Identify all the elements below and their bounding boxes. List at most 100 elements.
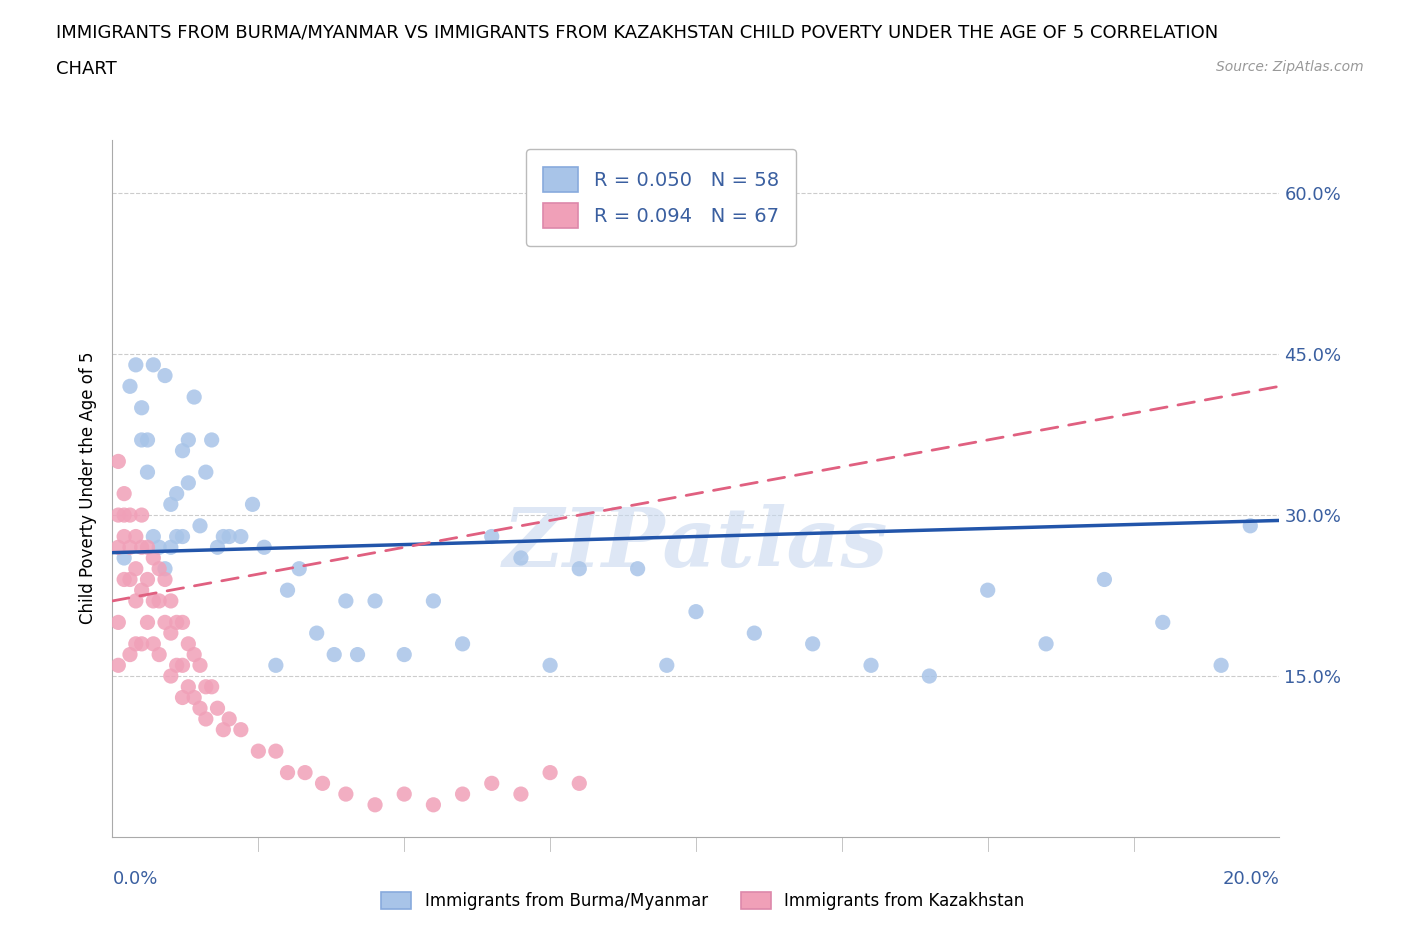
Point <box>118 379 141 393</box>
Point <box>148 647 170 662</box>
Point <box>148 562 170 577</box>
Point <box>172 615 194 630</box>
Point <box>153 615 176 630</box>
Point <box>201 679 224 694</box>
Point <box>364 797 387 812</box>
Point <box>311 776 333 790</box>
Point <box>207 539 229 554</box>
Point <box>166 658 188 672</box>
Point <box>160 626 183 641</box>
Point <box>148 539 170 554</box>
Point <box>422 593 444 608</box>
Point <box>655 658 678 672</box>
Point <box>177 432 200 447</box>
Point <box>136 432 159 447</box>
Point <box>392 647 416 662</box>
Point <box>142 529 165 544</box>
Point <box>131 636 153 651</box>
Point <box>131 583 153 598</box>
Point <box>253 539 276 554</box>
Point <box>335 593 357 608</box>
Point <box>509 787 531 802</box>
Point <box>1092 572 1115 587</box>
Point <box>538 658 561 672</box>
Point <box>112 529 135 544</box>
Point <box>153 572 176 587</box>
Legend: Immigrants from Burma/Myanmar, Immigrants from Kazakhstan: Immigrants from Burma/Myanmar, Immigrant… <box>374 885 1032 917</box>
Point <box>112 508 135 523</box>
Point <box>1209 658 1232 672</box>
Point <box>153 368 176 383</box>
Point <box>131 539 153 554</box>
Point <box>346 647 368 662</box>
Point <box>742 626 765 641</box>
Point <box>188 658 211 672</box>
Point <box>131 400 153 415</box>
Point <box>335 787 357 802</box>
Point <box>212 529 235 544</box>
Point <box>172 444 194 458</box>
Point <box>194 679 217 694</box>
Point <box>107 658 129 672</box>
Point <box>218 529 240 544</box>
Point <box>288 562 311 577</box>
Legend: R = 0.050   N = 58, R = 0.094   N = 67: R = 0.050 N = 58, R = 0.094 N = 67 <box>526 149 796 246</box>
Point <box>136 615 159 630</box>
Point <box>229 723 252 737</box>
Point <box>125 562 148 577</box>
Point <box>148 593 170 608</box>
Point <box>242 497 264 512</box>
Point <box>112 486 135 501</box>
Point <box>183 690 205 705</box>
Point <box>142 636 165 651</box>
Point <box>1239 518 1261 533</box>
Text: ZIPatlas: ZIPatlas <box>503 504 889 584</box>
Point <box>118 647 141 662</box>
Point <box>294 765 316 780</box>
Point <box>118 539 141 554</box>
Point <box>107 454 129 469</box>
Point <box>183 647 205 662</box>
Point <box>112 572 135 587</box>
Text: Source: ZipAtlas.com: Source: ZipAtlas.com <box>1216 60 1364 74</box>
Point <box>118 572 141 587</box>
Point <box>276 583 298 598</box>
Point <box>107 615 129 630</box>
Point <box>107 539 129 554</box>
Point <box>136 539 159 554</box>
Point <box>172 658 194 672</box>
Point <box>568 776 591 790</box>
Point <box>177 679 200 694</box>
Point <box>481 529 503 544</box>
Point <box>218 711 240 726</box>
Point <box>160 593 183 608</box>
Point <box>136 572 159 587</box>
Point <box>160 497 183 512</box>
Point <box>509 551 531 565</box>
Point <box>183 390 205 405</box>
Point <box>626 562 648 577</box>
Point <box>305 626 328 641</box>
Point <box>177 475 200 490</box>
Y-axis label: Child Poverty Under the Age of 5: Child Poverty Under the Age of 5 <box>79 352 97 625</box>
Point <box>125 529 148 544</box>
Point <box>451 636 474 651</box>
Point <box>481 776 503 790</box>
Point <box>125 357 148 372</box>
Point <box>976 583 998 598</box>
Point <box>107 508 129 523</box>
Point <box>276 765 298 780</box>
Point <box>538 765 561 780</box>
Point <box>194 711 217 726</box>
Point <box>1035 636 1057 651</box>
Point <box>142 357 165 372</box>
Point <box>131 508 153 523</box>
Point <box>201 432 224 447</box>
Point <box>166 486 188 501</box>
Point <box>160 669 183 684</box>
Point <box>422 797 444 812</box>
Point <box>568 562 591 577</box>
Point <box>229 529 252 544</box>
Point <box>136 465 159 480</box>
Point <box>194 465 217 480</box>
